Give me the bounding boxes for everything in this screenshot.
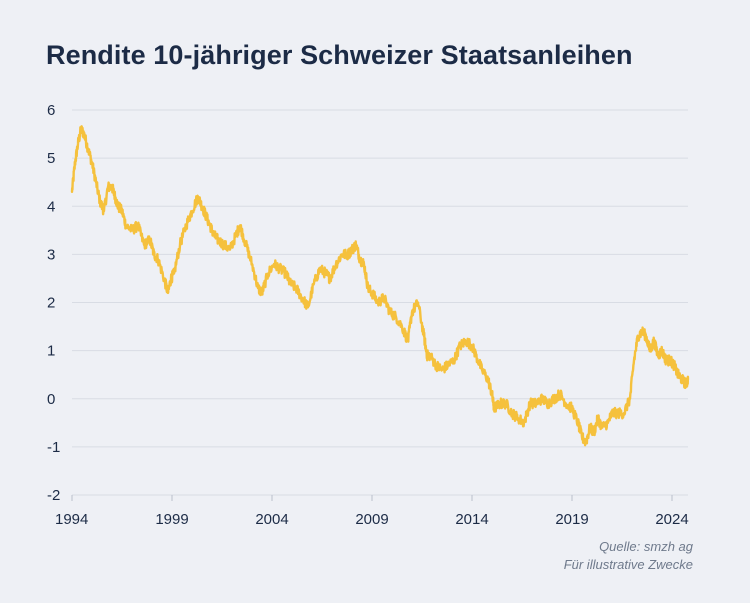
y-tick-label: 4: [47, 198, 55, 215]
x-tick-label: 1994: [55, 511, 88, 528]
y-tick-label: -2: [47, 487, 60, 504]
x-axis-tick-labels: 1994 1999 2004 2009 2014 2019 2024: [55, 511, 689, 528]
y-tick-label: 6: [47, 102, 55, 119]
x-tick-label: 2024: [655, 511, 688, 528]
y-tick-label: 1: [47, 343, 55, 360]
chart-title: Rendite 10-jähriger Schweizer Staatsanle…: [46, 40, 633, 70]
x-tick-label: 2014: [455, 511, 488, 528]
y-tick-label: 2: [47, 295, 55, 312]
x-tick-label: 2004: [255, 511, 288, 528]
y-tick-label: 3: [47, 246, 55, 263]
y-tick-label: 0: [47, 391, 55, 408]
x-tick-label: 2009: [355, 511, 388, 528]
series-line: [70, 125, 690, 447]
grid-lines: [72, 109, 688, 496]
y-tick-label: -1: [47, 439, 60, 456]
x-axis-ticks: [71, 495, 673, 501]
y-tick-label: 5: [47, 150, 55, 167]
series-layer: [70, 125, 690, 447]
disclaimer-text: Für illustrative Zwecke: [563, 557, 693, 572]
source-text: Quelle: smzh ag: [599, 539, 693, 554]
x-tick-label: 1999: [155, 511, 188, 528]
x-tick-label: 2019: [555, 511, 588, 528]
y-axis-tick-labels: -2 -1 0 1 2 3 4 5 6: [47, 102, 60, 504]
